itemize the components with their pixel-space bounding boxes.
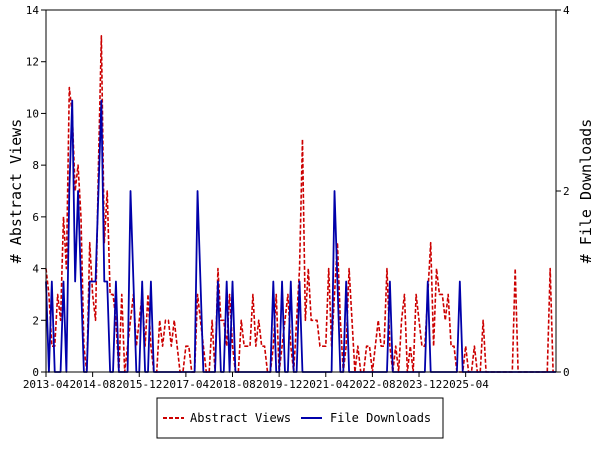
right-axis-ticks: 0 2 4 <box>556 4 570 379</box>
x-tick-label: 2019-12 <box>256 378 302 391</box>
left-tick-label: 10 <box>26 107 39 120</box>
left-tick-label: 8 <box>32 159 39 172</box>
x-tick-label: 2023-12 <box>396 378 442 391</box>
left-tick-label: 2 <box>32 314 39 327</box>
legend-label-file-downloads: File Downloads <box>330 411 431 425</box>
x-tick-label: 2025-04 <box>442 378 489 391</box>
x-tick-label: 2018-08 <box>209 378 255 391</box>
left-tick-label: 0 <box>32 366 39 379</box>
series-line-abstract-views <box>45 35 556 373</box>
x-tick-label: 2022-08 <box>349 378 395 391</box>
left-axis-ticks: 0 2 4 6 8 10 12 14 <box>26 4 46 379</box>
x-tick-label: 2013-04 <box>23 378 70 391</box>
right-tick-label: 4 <box>563 4 570 17</box>
x-tick-label: 2015-12 <box>116 378 162 391</box>
x-tick-label: 2021-04 <box>303 378 350 391</box>
legend: Abstract Views File Downloads <box>156 397 444 439</box>
left-tick-label: 4 <box>32 263 39 276</box>
x-axis-ticks: 2013-04 2014-08 2015-12 2017-04 2018-08 2019-… <box>23 372 489 391</box>
right-axis-title: # File Downloads <box>577 119 595 264</box>
legend-box <box>156 397 444 439</box>
x-tick-label: 2014-08 <box>69 378 115 391</box>
left-tick-label: 6 <box>32 211 39 224</box>
right-tick-label: 0 <box>563 366 570 379</box>
right-tick-label: 2 <box>563 185 570 198</box>
left-tick-label: 14 <box>26 4 40 17</box>
legend-label-abstract-views: Abstract Views <box>190 411 291 425</box>
left-axis-title: # Abstract Views <box>7 119 25 264</box>
x-tick-label: 2017-04 <box>163 378 210 391</box>
left-tick-label: 12 <box>26 56 39 69</box>
